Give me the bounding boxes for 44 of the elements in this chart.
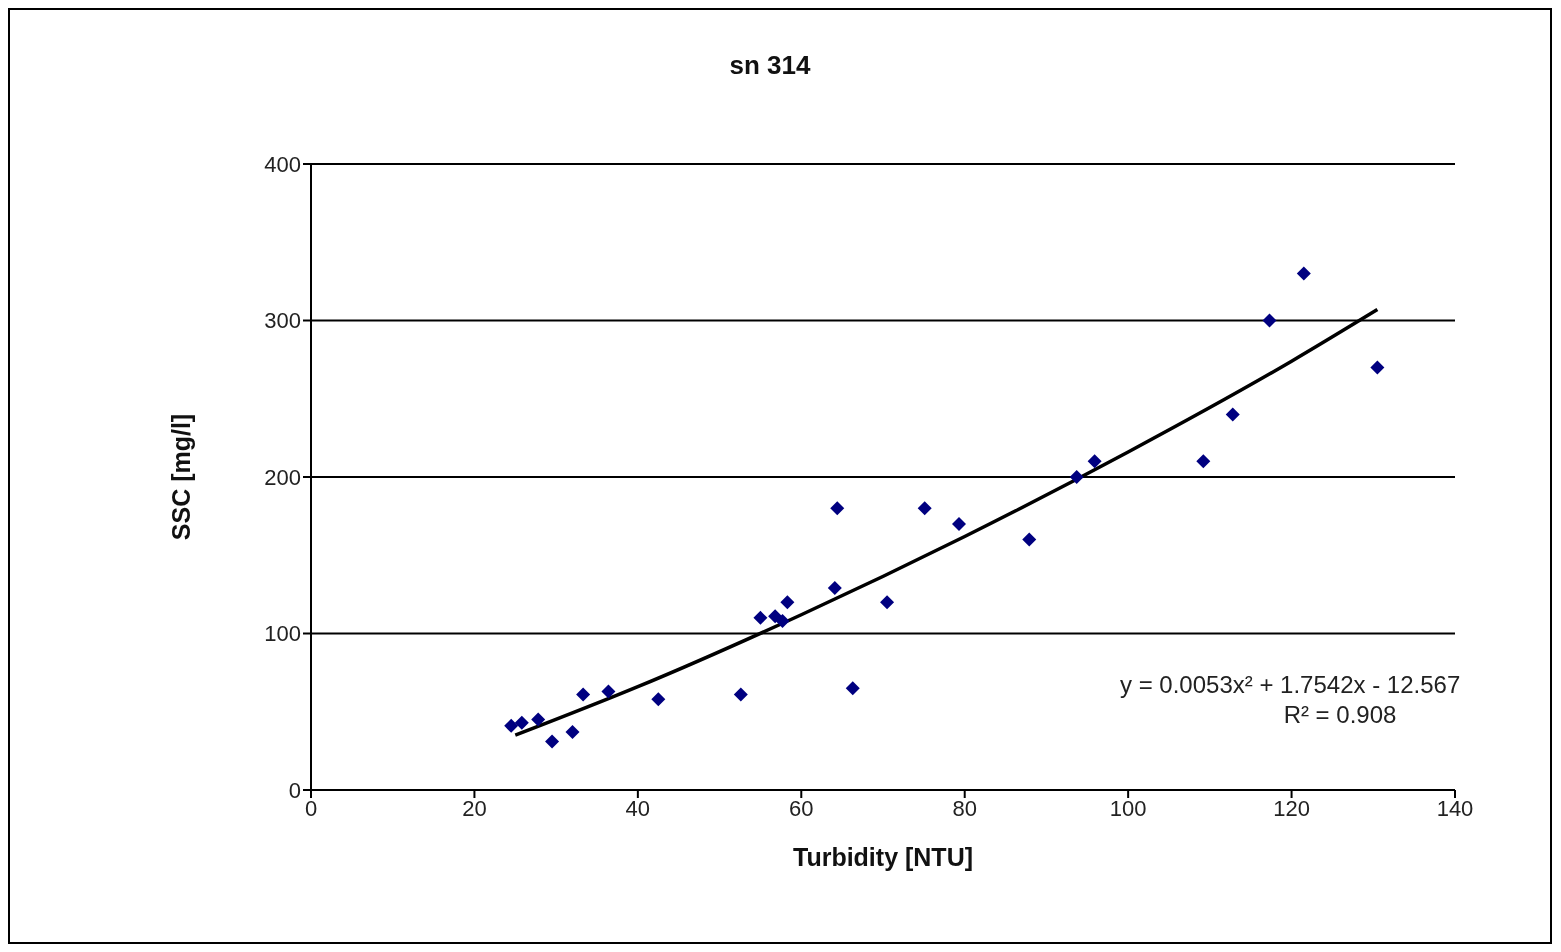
x-tick-label: 120 [1273, 795, 1310, 821]
point [565, 725, 580, 740]
point [531, 712, 546, 727]
point [514, 715, 529, 730]
point [1069, 470, 1084, 484]
y-tick-label: 100 [264, 621, 301, 647]
x-tick-label: 80 [952, 795, 977, 821]
point [504, 718, 519, 733]
point [753, 610, 768, 625]
point [951, 516, 966, 531]
point [827, 581, 842, 596]
x-tick-label: 140 [1436, 795, 1474, 821]
point [601, 684, 616, 699]
point [830, 501, 845, 516]
point [1296, 266, 1311, 281]
point [1087, 454, 1102, 469]
annotation: y = 0.0053x² + 1.7542x - 12.567 [1120, 670, 1462, 700]
point [1022, 532, 1037, 547]
x-tick-label: 0 [304, 795, 318, 821]
point [733, 687, 748, 702]
y-tick-label: 200 [264, 464, 301, 490]
point [545, 734, 560, 749]
chart-title: sn 314 [728, 50, 812, 81]
point [780, 595, 795, 610]
annotation: R² = 0.908 [1282, 700, 1398, 730]
point [1262, 313, 1277, 328]
point [1370, 360, 1385, 375]
point [917, 501, 932, 516]
point [1225, 407, 1240, 422]
point [775, 613, 790, 628]
point [651, 692, 666, 707]
x-tick-label: 20 [462, 795, 487, 821]
point [576, 687, 591, 702]
y-tick-label: 300 [264, 308, 301, 334]
point [845, 681, 860, 696]
y-tick-label: 400 [264, 151, 301, 177]
x-tick-label: 40 [625, 795, 651, 821]
point [1196, 454, 1211, 469]
y-axis-title: SSC [mg/l] [166, 413, 195, 541]
x-tick-label: 100 [1109, 795, 1147, 821]
x-axis-title: Turbidity [NTU] [792, 843, 974, 871]
x-tick-label: 60 [789, 795, 814, 821]
point [880, 595, 895, 610]
y-tick-label: 0 [288, 777, 301, 803]
